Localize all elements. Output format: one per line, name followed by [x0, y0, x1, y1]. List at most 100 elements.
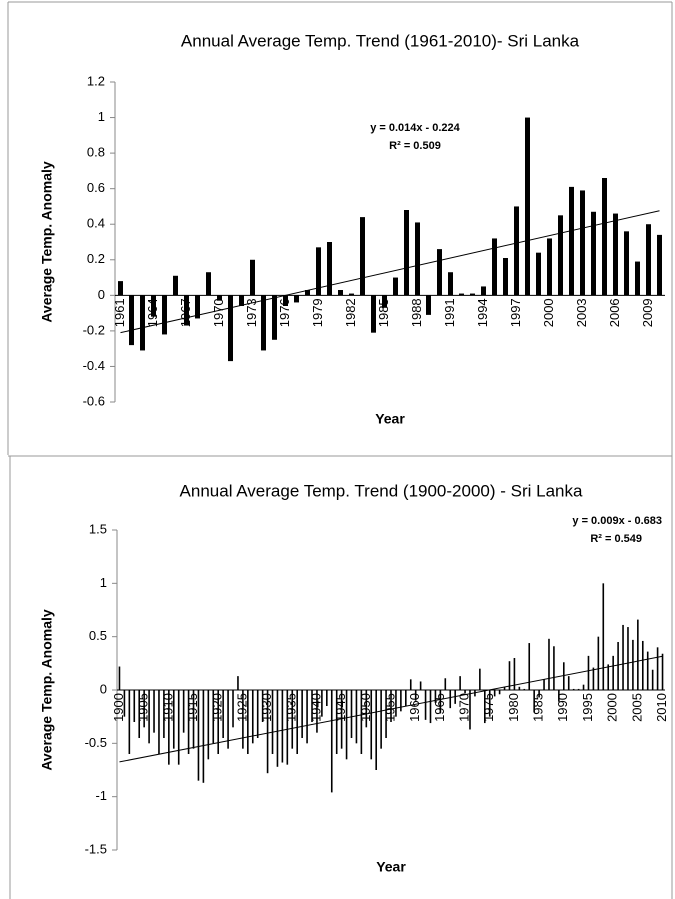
bar	[227, 690, 229, 749]
bar	[242, 690, 244, 749]
bar	[523, 688, 526, 690]
bar	[301, 690, 303, 738]
bar	[426, 295, 431, 315]
bar	[395, 690, 397, 717]
bar	[143, 690, 145, 728]
bar	[617, 642, 619, 690]
bar	[316, 690, 318, 733]
x-tick-label: 1997	[508, 298, 523, 327]
bar	[567, 676, 570, 690]
x-tick-label: 2010	[654, 693, 669, 722]
bar	[133, 690, 136, 722]
bar	[613, 213, 618, 296]
bar	[128, 690, 131, 754]
bar	[393, 277, 398, 296]
x-tick-label: 1905	[136, 693, 151, 722]
bar	[493, 690, 496, 697]
x-tick-label: 1990	[555, 693, 570, 722]
bar	[375, 690, 377, 770]
bar	[558, 690, 560, 702]
bar	[597, 636, 600, 690]
bar	[484, 690, 486, 724]
bar	[439, 690, 442, 714]
bar	[612, 655, 614, 690]
bar	[187, 690, 190, 754]
bar	[272, 295, 277, 340]
bar	[641, 640, 644, 690]
x-tick-label: 1945	[333, 693, 348, 722]
bar	[118, 666, 121, 690]
x-tick-label: 1979	[310, 298, 325, 327]
bar	[321, 690, 323, 717]
bar	[459, 676, 461, 690]
x-tick-label: 1960	[407, 693, 422, 722]
bar	[400, 690, 402, 712]
bar	[607, 664, 610, 690]
bar	[503, 686, 506, 690]
bar	[632, 639, 634, 690]
bar	[266, 690, 269, 774]
bar	[172, 690, 175, 749]
bar	[222, 690, 224, 738]
chart-title: Annual Average Temp. Trend (1961-2010)- …	[181, 31, 580, 50]
bar	[261, 295, 266, 351]
bar	[365, 690, 368, 728]
x-tick-label: 1930	[259, 693, 274, 722]
bar	[168, 690, 170, 765]
bar	[459, 293, 464, 296]
bar	[311, 690, 313, 722]
x-tick-label: 1900	[111, 693, 126, 722]
bar	[429, 690, 432, 724]
bar	[533, 690, 535, 713]
y-axis-title: Average Temp. Anomaly	[39, 609, 55, 771]
bar	[335, 690, 338, 754]
bar	[140, 295, 145, 351]
chart-title: Annual Average Temp. Trend (1900-2000) -…	[180, 481, 583, 500]
x-tick-label: 1964	[145, 298, 160, 327]
bar	[592, 667, 595, 690]
bar	[513, 658, 516, 690]
x-tick-label: 1955	[382, 693, 397, 722]
bar	[182, 690, 185, 733]
x-tick-label: 2003	[574, 298, 589, 327]
y-tick-label: -1.5	[85, 841, 107, 856]
bar	[503, 258, 508, 296]
bar	[202, 690, 205, 783]
bar	[553, 646, 555, 690]
y-tick-label: 1	[98, 109, 105, 124]
bar	[195, 295, 200, 319]
bar	[646, 651, 649, 690]
bar	[622, 624, 624, 690]
bar	[481, 286, 486, 296]
x-tick-label: 1985	[531, 693, 546, 722]
x-tick-label: 1915	[185, 693, 200, 722]
x-tick-label: 1935	[284, 693, 299, 722]
bar	[518, 686, 521, 690]
bar	[528, 643, 531, 690]
y-tick-label: 0.6	[87, 180, 105, 195]
x-tick-label: 1965	[432, 693, 447, 722]
trend-r2: R² = 0.509	[389, 140, 441, 152]
bar	[444, 678, 447, 690]
y-axis-title: Average Temp. Anomaly	[39, 161, 55, 323]
bar	[338, 290, 343, 296]
trend-equation: y = 0.014x - 0.224	[370, 122, 460, 134]
bar	[123, 690, 126, 717]
bar	[656, 647, 659, 690]
bar	[582, 684, 585, 690]
bar	[256, 690, 259, 738]
x-tick-label: 1970	[211, 298, 226, 327]
bar	[637, 619, 639, 690]
x-tick-label: 2006	[607, 298, 622, 327]
bar	[498, 690, 501, 695]
bar	[360, 690, 363, 754]
x-tick-label: 1973	[244, 298, 259, 327]
bar	[572, 688, 575, 690]
bar	[547, 238, 552, 296]
bar	[250, 259, 255, 296]
bar	[577, 688, 580, 690]
x-axis-title: Year	[376, 859, 406, 875]
bar	[212, 690, 215, 744]
bar	[177, 690, 180, 765]
